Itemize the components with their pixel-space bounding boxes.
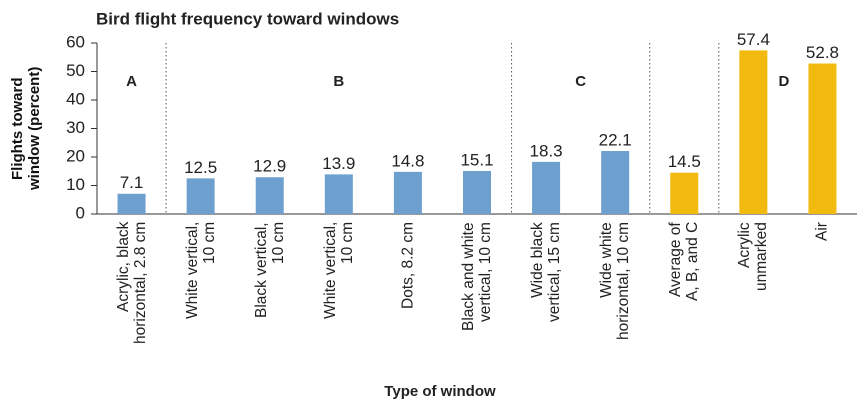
x-tick-label: White vertical, 10 cm (321, 222, 356, 320)
x-tick-label: White vertical, 10 cm (183, 222, 218, 320)
data-label: 7.1 (120, 173, 144, 192)
y-axis-label: Flights toward window (percent) (9, 66, 43, 191)
y-tick-label: 10 (66, 175, 85, 194)
x-tick-label: Wide white horizontal, 10 cm (598, 222, 633, 341)
bar (117, 193, 146, 214)
bar (808, 63, 837, 214)
group-label: B (333, 73, 344, 90)
bar (670, 172, 699, 214)
y-tick-label: 60 (66, 32, 85, 51)
group-label: A (126, 73, 137, 90)
x-tick-label: Acrylic, black horizontal, 2.8 cm (114, 222, 149, 345)
x-tick-label: Wide black vertical, 15 cm (529, 222, 564, 322)
data-label: 14.8 (391, 151, 424, 170)
x-tick-label: Black vertical, 10 cm (252, 222, 287, 318)
x-tick-label: Average of A, B, and C (667, 222, 702, 302)
group-label: C (575, 73, 586, 90)
bar (601, 151, 630, 214)
data-label: 15.1 (460, 150, 493, 169)
y-tick-label: 0 (76, 203, 85, 222)
x-tick-label: Black and white vertical, 10 cm (460, 222, 494, 331)
x-tick-label: Acrylic unmarked (736, 222, 771, 291)
chart-title: Bird flight frequency toward windows (96, 9, 399, 28)
y-tick-label: 40 (66, 89, 85, 108)
data-label: 18.3 (530, 141, 563, 160)
data-label: 13.9 (322, 154, 355, 173)
bar (463, 170, 491, 214)
x-axis-label: Type of window (384, 383, 496, 400)
y-tick-label: 50 (66, 61, 85, 80)
data-label: 14.5 (668, 152, 701, 171)
y-tick-label: 20 (66, 146, 85, 165)
data-label: 12.9 (253, 157, 286, 176)
data-label: 22.1 (599, 130, 632, 149)
bar (393, 171, 422, 214)
y-tick-label: 30 (66, 118, 85, 137)
bar (739, 50, 768, 214)
bar (532, 161, 561, 214)
bar (186, 178, 215, 214)
bar (324, 174, 353, 214)
data-label: 57.4 (737, 30, 770, 49)
data-label: 52.8 (806, 43, 839, 62)
bar (255, 177, 284, 214)
x-tick-label: Air (813, 222, 831, 241)
data-label: 12.5 (184, 158, 217, 177)
group-label: D (778, 73, 789, 90)
x-tick-label: Dots, 8.2 cm (399, 222, 417, 309)
